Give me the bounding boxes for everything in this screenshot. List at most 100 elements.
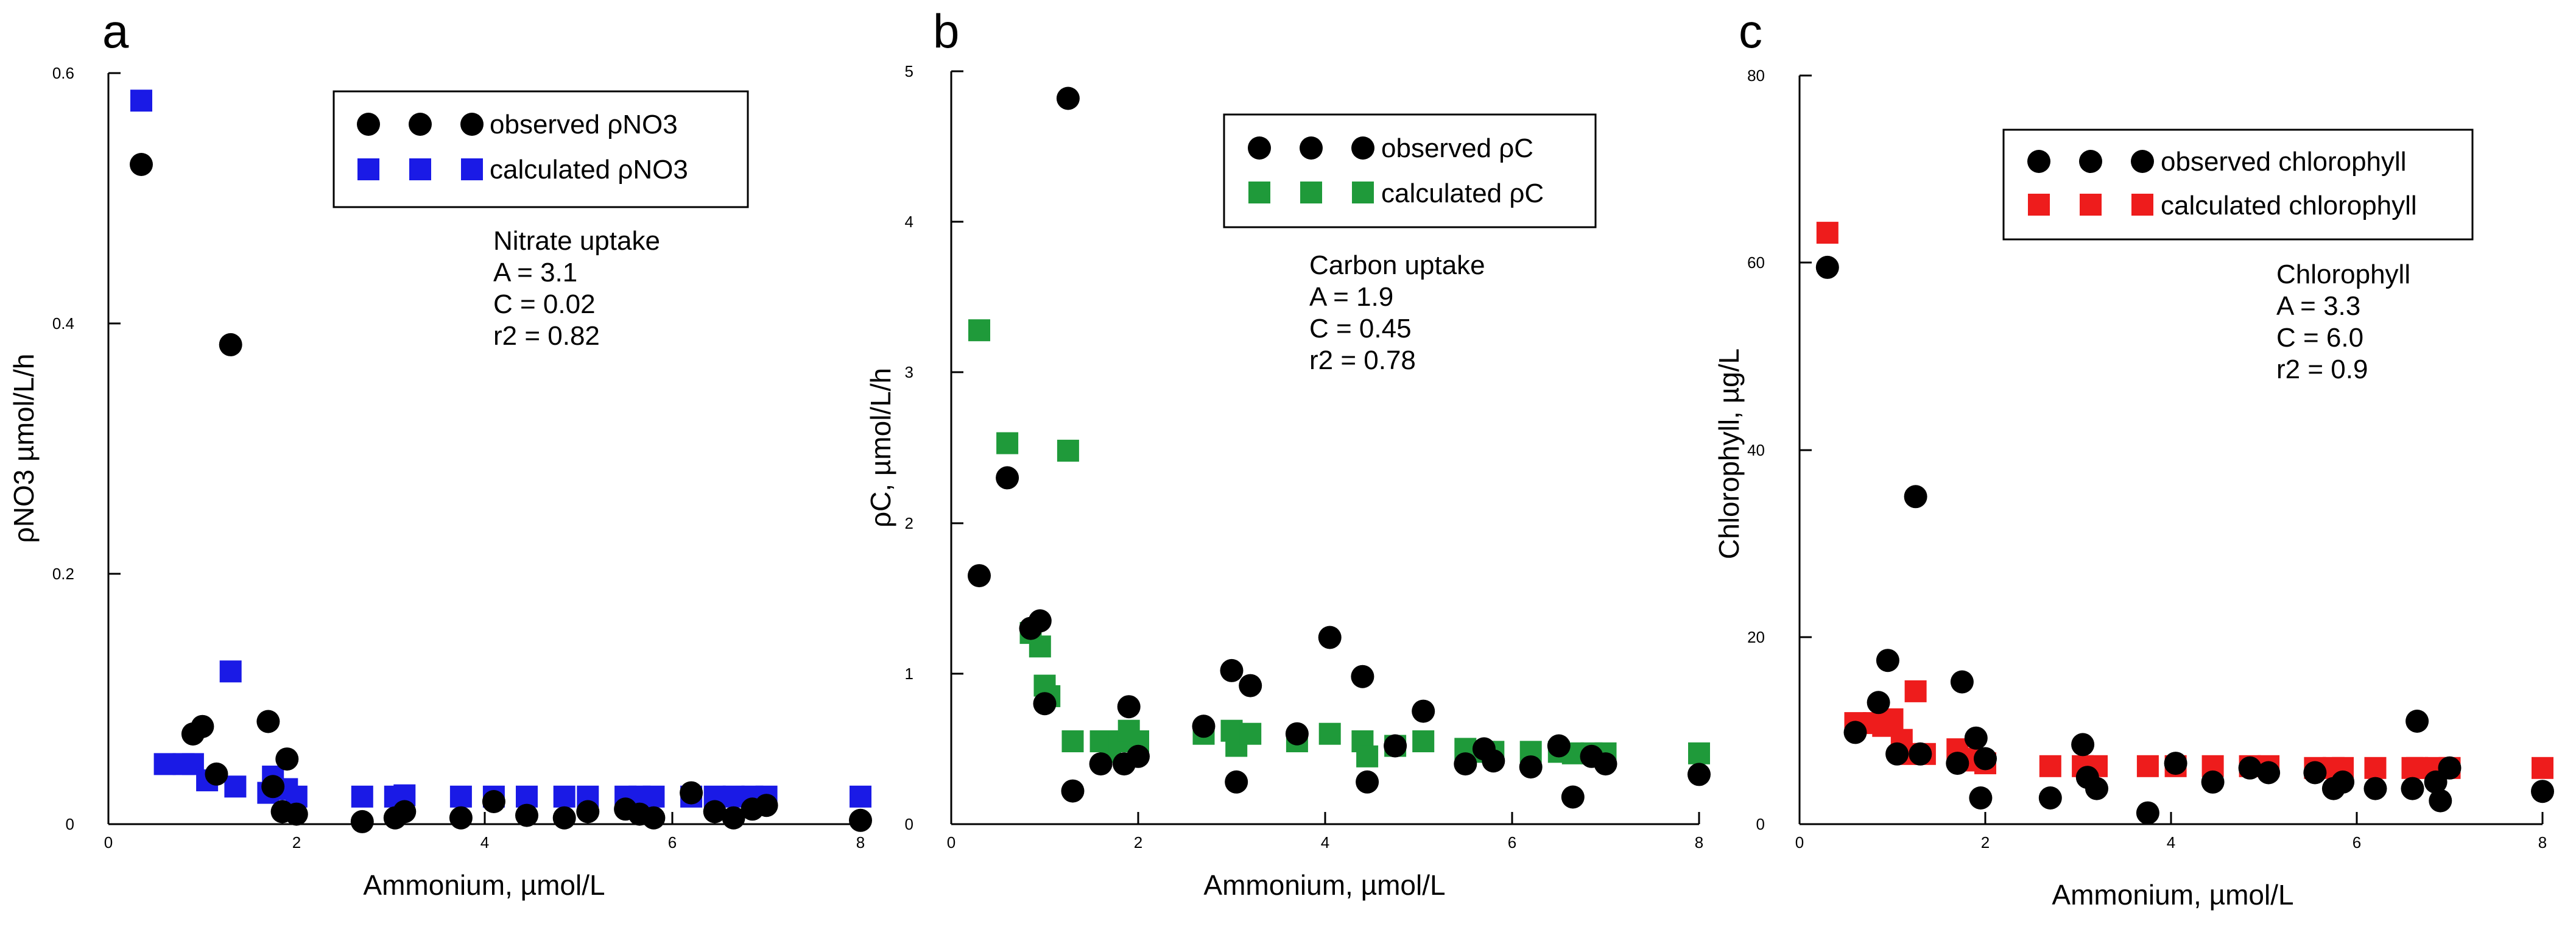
calculated-point (1057, 439, 1079, 462)
observed-point (1561, 785, 1585, 809)
x-axis-label: Ammonium, µmol/L (363, 869, 605, 901)
x-tick-label: 6 (1508, 833, 1516, 852)
observed-point (1351, 665, 1374, 688)
x-tick-label: 2 (1134, 833, 1142, 852)
legend-calculated-markers (2028, 194, 2153, 216)
y-axis-label: Chlorophyll, µg/L (1713, 348, 1745, 559)
y-tick-label: 3 (905, 363, 913, 381)
panel-b: b 0 1 2 3 4 5 0 2 4 6 8 (865, 4, 1711, 901)
x-tick-label: 0 (1795, 833, 1804, 852)
legend-calculated-markers (357, 158, 483, 180)
calculated-point (224, 775, 247, 798)
observed-point (1843, 721, 1867, 744)
calculated-point (1816, 222, 1839, 244)
x-tick-label: 4 (2167, 833, 2175, 852)
x-axis: 0 2 4 6 8 (947, 812, 1703, 852)
y-tick-label: 0.2 (52, 565, 74, 583)
calculated-point (2364, 757, 2387, 779)
observed-point (482, 790, 505, 813)
observed-point (849, 808, 872, 832)
annotation-line: r2 = 0.82 (493, 321, 600, 351)
legend-box (333, 90, 749, 208)
annotation-line: Chlorophyll (2276, 259, 2410, 289)
annotation: Carbon uptake A = 1.9 C = 0.45 r2 = 0.78 (1309, 250, 1485, 375)
y-tick-label: 0 (905, 815, 913, 833)
observed-point (1061, 779, 1085, 803)
observed-point (996, 466, 1019, 490)
legend-label-calculated: calculated ρNO3 (490, 155, 688, 185)
annotation: Chlorophyll A = 3.3 C = 6.0 r2 = 0.9 (2276, 259, 2410, 384)
observed-point (722, 806, 745, 830)
observed-point (1909, 742, 1932, 766)
calculated-point (850, 785, 871, 808)
x-tick-label: 2 (1981, 833, 1990, 852)
legend: observed ρC calculated ρC (1223, 113, 1597, 228)
calculated-point (642, 785, 665, 808)
x-tick-label: 6 (2353, 833, 2361, 852)
legend-box (2002, 129, 2474, 241)
observed-point (2201, 770, 2225, 794)
calculated-point (153, 753, 176, 775)
y-tick-label: 80 (1747, 66, 1765, 85)
observed-point (1089, 752, 1113, 776)
annotation-line: Carbon uptake (1309, 250, 1485, 280)
observed-point (1974, 747, 1997, 771)
calculated-point (2532, 757, 2553, 779)
observed-point (968, 564, 991, 588)
observed-point (2238, 756, 2262, 780)
observed-point (1969, 786, 1993, 810)
y-axis: 0 0.2 0.4 0.6 (52, 64, 121, 833)
x-tick-label: 6 (668, 833, 677, 852)
observed-point (1594, 752, 1617, 776)
observed-point (393, 800, 417, 824)
observed-point (1127, 744, 1150, 768)
observed-point (2136, 801, 2159, 825)
observed-point (1950, 670, 1974, 694)
observed-point (261, 775, 285, 799)
observed-point (1904, 485, 1927, 509)
observed-point (1056, 86, 1080, 110)
observed-point (1412, 699, 1435, 723)
y-axis: 0 20 40 60 80 (1747, 66, 1812, 833)
observed-point (1192, 714, 1216, 738)
observed-point (1285, 722, 1309, 746)
observed-point (2405, 710, 2429, 733)
calculated-point (1904, 680, 1927, 702)
observed-point (1028, 609, 1052, 633)
observed-point (552, 806, 576, 830)
calculated-point (1412, 730, 1435, 752)
observed-point (2303, 761, 2327, 785)
legend-observed-markers (1248, 136, 1374, 160)
observed-point (284, 802, 308, 826)
legend-label-observed: observed ρNO3 (490, 110, 678, 139)
observed-point (205, 762, 228, 786)
calculated-point (219, 660, 242, 683)
legend-box (1223, 113, 1597, 228)
observed-point (1885, 742, 1909, 766)
observed-point (1117, 695, 1141, 719)
observed-point (1687, 763, 1711, 786)
observed-point (1964, 726, 1988, 750)
observed-point (1867, 691, 1890, 714)
observed-point (2331, 770, 2355, 794)
x-axis-label: Ammonium, µmol/L (1203, 869, 1445, 901)
calculated-point (130, 90, 152, 112)
observed-point (1239, 674, 1262, 697)
legend-label-observed: observed ρC (1381, 133, 1533, 163)
annotation-line: C = 0.02 (493, 289, 596, 319)
observed-point (1318, 626, 1342, 649)
observed-point (2424, 770, 2448, 794)
y-axis-label: ρC, µmol/L/h (865, 368, 896, 527)
legend-label-observed: observed chlorophyll (2161, 147, 2407, 177)
y-axis: 0 1 2 3 4 5 (905, 62, 963, 833)
y-tick-label: 0.4 (52, 314, 74, 333)
observed-point (449, 806, 473, 830)
y-tick-label: 40 (1747, 441, 1765, 459)
observed-point (755, 794, 778, 817)
x-tick-label: 0 (104, 833, 113, 852)
y-tick-label: 5 (905, 62, 913, 80)
annotation-line: A = 3.1 (493, 258, 577, 288)
panel-letter: c (1739, 4, 1762, 58)
calculated-point (351, 785, 373, 808)
annotation-line: C = 6.0 (2276, 323, 2363, 353)
